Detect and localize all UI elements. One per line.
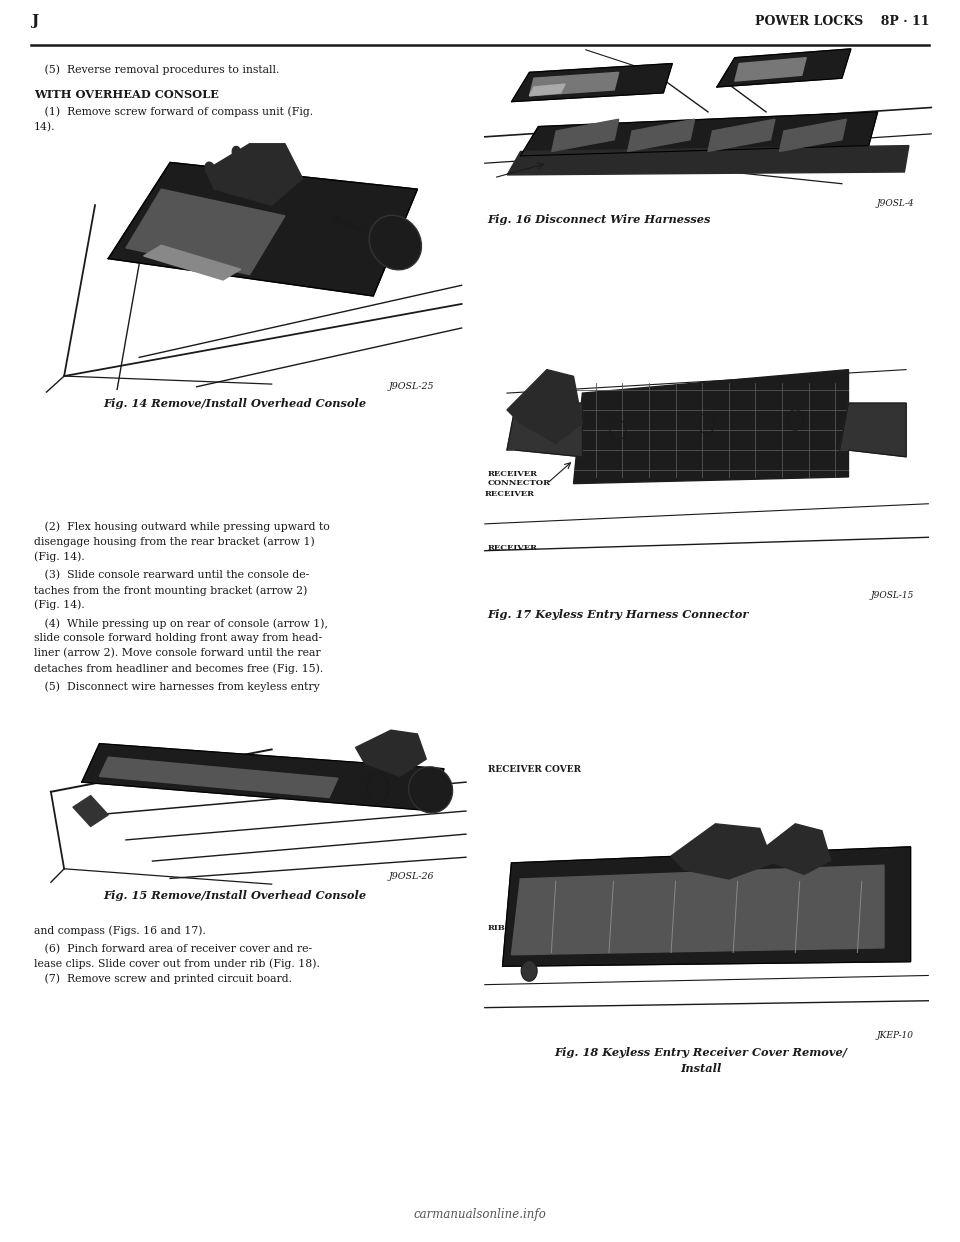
Text: RECEIVER
CONNECTOR: RECEIVER CONNECTOR <box>488 469 551 487</box>
Polygon shape <box>734 57 806 81</box>
Text: taches from the front mounting bracket (arrow 2): taches from the front mounting bracket (… <box>34 585 307 596</box>
Text: POWER LOCKS    8P · 11: POWER LOCKS 8P · 11 <box>755 15 929 27</box>
Text: (1)  Remove screw forward of compass unit (Fig.: (1) Remove screw forward of compass unit… <box>34 107 313 118</box>
Text: J: J <box>31 14 38 27</box>
Polygon shape <box>628 119 695 152</box>
Text: Fig. 18 Keyless Entry Receiver Cover Remove/: Fig. 18 Keyless Entry Receiver Cover Rem… <box>554 1047 848 1058</box>
Text: RECEIVER: RECEIVER <box>485 489 535 498</box>
Polygon shape <box>108 163 418 296</box>
Polygon shape <box>573 370 849 483</box>
Text: detaches from headliner and becomes free (Fig. 15).: detaches from headliner and becomes free… <box>34 663 323 674</box>
Polygon shape <box>520 112 877 156</box>
Text: (Fig. 14).: (Fig. 14). <box>34 551 84 563</box>
Polygon shape <box>73 796 108 826</box>
Text: Fig. 16 Disconnect Wire Harnesses: Fig. 16 Disconnect Wire Harnesses <box>488 214 711 225</box>
Text: Fig. 17 Keyless Entry Harness Connector: Fig. 17 Keyless Entry Harness Connector <box>488 609 749 620</box>
Ellipse shape <box>204 161 215 174</box>
Text: (3)  Slide console rearward until the console de-: (3) Slide console rearward until the con… <box>34 570 309 580</box>
Text: J9OSL-26: J9OSL-26 <box>389 872 434 882</box>
Text: Fig. 14 Remove/Install Overhead Console: Fig. 14 Remove/Install Overhead Console <box>104 399 367 410</box>
Text: liner (arrow 2). Move console forward until the rear: liner (arrow 2). Move console forward un… <box>34 648 321 658</box>
Text: (2)  Flex housing outward while pressing upward to: (2) Flex housing outward while pressing … <box>34 522 329 533</box>
Ellipse shape <box>409 766 453 814</box>
Polygon shape <box>512 866 884 955</box>
Polygon shape <box>708 119 775 152</box>
Text: (5)  Disconnect wire harnesses from keyless entry: (5) Disconnect wire harnesses from keyle… <box>34 682 320 693</box>
Polygon shape <box>512 63 672 102</box>
Polygon shape <box>502 847 911 966</box>
Text: JKEP-10: JKEP-10 <box>876 1031 914 1040</box>
Polygon shape <box>671 823 773 879</box>
Text: J9OSL-25: J9OSL-25 <box>389 381 434 391</box>
Polygon shape <box>144 245 241 279</box>
Polygon shape <box>205 144 302 205</box>
Polygon shape <box>82 744 444 811</box>
Text: 14).: 14). <box>34 122 55 132</box>
Polygon shape <box>529 84 565 96</box>
Polygon shape <box>126 189 285 274</box>
Text: WITH OVERHEAD CONSOLE: WITH OVERHEAD CONSOLE <box>34 89 219 101</box>
Polygon shape <box>355 730 426 776</box>
Polygon shape <box>529 72 619 96</box>
Polygon shape <box>840 404 906 457</box>
Text: J9OSL-15: J9OSL-15 <box>871 591 914 600</box>
Text: RECEIVER: RECEIVER <box>488 544 538 551</box>
Text: 1: 1 <box>369 225 375 233</box>
Polygon shape <box>780 119 847 152</box>
Text: carmanualsonline.info: carmanualsonline.info <box>414 1207 546 1221</box>
Text: slide console forward holding front away from head-: slide console forward holding front away… <box>34 633 322 643</box>
Polygon shape <box>100 758 338 797</box>
Text: (6)  Pinch forward area of receiver cover and re-: (6) Pinch forward area of receiver cover… <box>34 944 312 954</box>
Text: (5)  Reverse removal procedures to install.: (5) Reverse removal procedures to instal… <box>34 65 279 76</box>
Polygon shape <box>717 48 851 87</box>
Text: RIB: RIB <box>488 924 506 932</box>
Text: Fig. 15 Remove/Install Overhead Console: Fig. 15 Remove/Install Overhead Console <box>104 891 367 902</box>
Text: (7)  Remove screw and printed circuit board.: (7) Remove screw and printed circuit boa… <box>34 974 292 985</box>
Text: (Fig. 14).: (Fig. 14). <box>34 600 84 611</box>
Text: and compass (Figs. 16 and 17).: and compass (Figs. 16 and 17). <box>34 925 205 936</box>
Polygon shape <box>552 119 619 152</box>
Polygon shape <box>507 370 583 443</box>
Polygon shape <box>507 145 909 175</box>
Ellipse shape <box>231 145 241 158</box>
Text: (4)  While pressing up on rear of console (arrow 1),: (4) While pressing up on rear of console… <box>34 619 327 630</box>
Text: lease clips. Slide cover out from under rib (Fig. 18).: lease clips. Slide cover out from under … <box>34 959 320 970</box>
Text: disengage housing from the rear bracket (arrow 1): disengage housing from the rear bracket … <box>34 537 314 548</box>
Text: Install: Install <box>680 1063 722 1074</box>
Polygon shape <box>507 404 583 457</box>
Text: J9OSL-4: J9OSL-4 <box>876 199 914 207</box>
Ellipse shape <box>258 149 267 160</box>
Polygon shape <box>759 823 830 874</box>
Ellipse shape <box>370 215 421 270</box>
Circle shape <box>521 960 538 981</box>
Text: RECEIVER COVER: RECEIVER COVER <box>488 765 581 774</box>
